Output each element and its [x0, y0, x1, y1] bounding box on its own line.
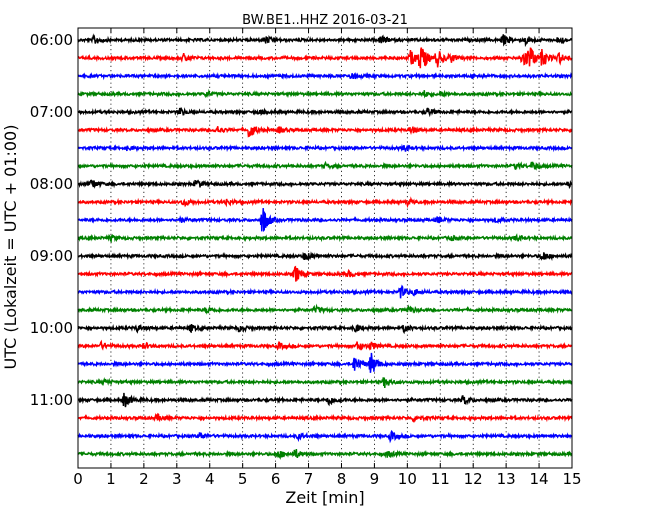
- trace-1100: [77, 392, 573, 408]
- x-tick-label-9: 9: [370, 470, 380, 488]
- trace-0630: [77, 71, 573, 81]
- x-tick-label-10: 10: [398, 470, 417, 488]
- x-tick-label-14: 14: [530, 470, 549, 488]
- x-tick-label-15: 15: [562, 470, 581, 488]
- trace-0830: [77, 208, 573, 233]
- y-axis-label: UTC (Lokalzeit = UTC + 01:00): [1, 125, 20, 370]
- trace-0930: [77, 284, 573, 299]
- x-axis-label: Zeit [min]: [285, 488, 364, 507]
- y-tick-label-0700: 07:00: [30, 103, 73, 121]
- trace-0700: [77, 106, 573, 118]
- trace-1000: [77, 323, 573, 335]
- chart-title: BW.BE1..HHZ 2016-03-21: [242, 13, 408, 28]
- trace-0800: [77, 179, 573, 190]
- x-tick-label-12: 12: [464, 470, 483, 488]
- x-tick-label-4: 4: [205, 470, 215, 488]
- y-tick-label-1000: 10:00: [30, 319, 73, 337]
- x-tick-label-2: 2: [139, 470, 149, 488]
- y-tick-label-0600: 06:00: [30, 31, 73, 49]
- trace-0945: [77, 303, 573, 315]
- x-tick-label-1: 1: [106, 470, 116, 488]
- plot-frame: [77, 27, 573, 469]
- trace-1115: [77, 412, 573, 423]
- x-tick-label-11: 11: [431, 470, 450, 488]
- x-tick-label-8: 8: [337, 470, 347, 488]
- y-axis-ticks: 06:00 07:00 08:00 09:00 10:00 11:00: [30, 31, 572, 409]
- trace-0915: [77, 265, 573, 282]
- trace-0730: [77, 143, 573, 153]
- trace-0745: [77, 160, 573, 171]
- trace-0815: [77, 196, 573, 209]
- x-tick-label-5: 5: [238, 470, 248, 488]
- x-axis-ticks: 0 1 2 3 4 5 6 7 8 9 10 11 12 13 14 15: [73, 28, 582, 488]
- trace-1015: [77, 339, 573, 351]
- trace-1145: [77, 449, 573, 460]
- x-tick-label-7: 7: [304, 470, 314, 488]
- trace-0845: [77, 233, 573, 244]
- y-tick-label-0900: 09:00: [30, 247, 73, 265]
- trace-0615: [77, 47, 573, 69]
- x-tick-label-13: 13: [497, 470, 516, 488]
- x-tick-label-0: 0: [73, 470, 83, 488]
- trace-1030: [77, 352, 573, 373]
- trace-1045: [77, 377, 573, 388]
- seismogram-traces: [77, 33, 573, 460]
- x-tick-label-6: 6: [271, 470, 281, 488]
- y-tick-label-0800: 08:00: [30, 175, 73, 193]
- trace-0645: [77, 88, 573, 99]
- trace-0600: [77, 33, 573, 48]
- x-tick-label-3: 3: [172, 470, 182, 488]
- y-tick-label-1100: 11:00: [30, 391, 73, 409]
- trace-0900: [77, 251, 573, 262]
- trace-1130: [77, 429, 573, 444]
- trace-0715: [77, 125, 573, 138]
